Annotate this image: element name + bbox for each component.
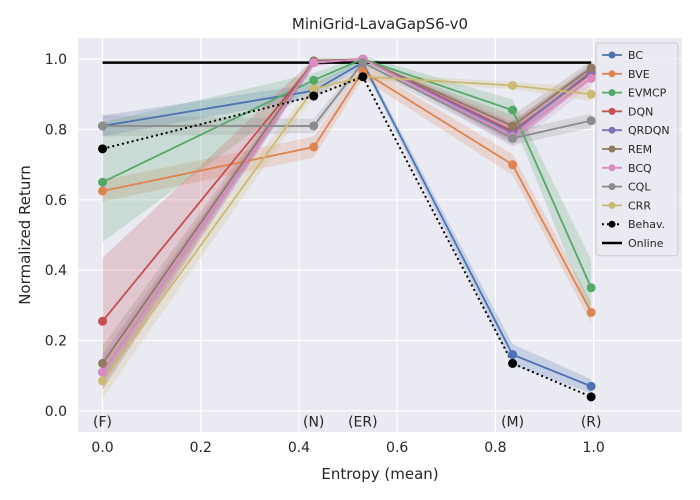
annotations: (F) (N) (ER) (M) (R) <box>93 414 601 430</box>
y-axis-label: Normalized Return <box>16 165 34 305</box>
point-bc <box>508 350 518 360</box>
band-rem <box>102 57 592 381</box>
x-tick-label: 0.2 <box>190 440 212 456</box>
legend-label: Behav. <box>628 218 665 231</box>
legend-label: CQL <box>628 181 651 194</box>
point-rem <box>98 358 108 368</box>
point-rem <box>508 121 518 131</box>
legend-marker <box>608 51 616 59</box>
x-tick-label: 1.0 <box>582 440 604 456</box>
legend: BC BVE EVMCP DQN QRDQN REM BCQ CQL CRR Behav. Onli… <box>595 42 679 257</box>
legend-marker <box>608 107 616 115</box>
point-behav <box>508 358 518 368</box>
point-cql <box>358 58 368 68</box>
legend-label: BCQ <box>628 162 652 175</box>
point-behav <box>309 91 319 101</box>
annotation: (ER) <box>348 414 378 430</box>
point-crr <box>309 84 319 94</box>
legend-marker <box>608 126 616 134</box>
tick-labels: 0.0 0.2 0.4 0.6 0.8 1.0 0.0 0.2 0.4 0.6 0.8 1.0 <box>45 52 605 456</box>
point-cql <box>98 121 108 131</box>
point-cql <box>586 116 596 126</box>
plot-background <box>78 38 682 432</box>
band-bc <box>102 59 592 394</box>
legend-marker <box>608 220 616 228</box>
point-bc <box>586 381 596 391</box>
point-crr <box>586 89 596 99</box>
y-tick-label: 0.8 <box>45 122 67 138</box>
point-evmcp <box>309 75 319 85</box>
legend-box <box>595 42 679 257</box>
legend-label: DQN <box>628 105 653 118</box>
point-behav <box>98 144 108 154</box>
point-bcq <box>98 367 108 377</box>
x-tick-label: 0.4 <box>288 440 310 456</box>
point-bve <box>586 307 596 317</box>
point-cql <box>309 121 319 131</box>
point-evmcp <box>508 105 518 115</box>
point-rem <box>586 63 596 73</box>
annotation: (N) <box>303 414 324 430</box>
point-bcq <box>309 58 319 68</box>
point-crr <box>508 80 518 90</box>
annotation: (F) <box>93 414 112 430</box>
chart-title: MiniGrid-LavaGapS6-v0 <box>292 15 468 33</box>
legend-label: CRR <box>628 199 651 212</box>
point-dqn <box>98 316 108 326</box>
legend-marker <box>608 70 616 78</box>
legend-marker <box>608 183 616 191</box>
legend-marker <box>608 89 616 97</box>
annotation: (R) <box>581 414 602 430</box>
point-bve <box>309 142 319 152</box>
x-tick-label: 0.6 <box>386 440 408 456</box>
point-bcq <box>586 73 596 83</box>
legend-label: BC <box>628 49 643 62</box>
y-tick-label: 0.6 <box>45 193 67 209</box>
point-evmcp <box>586 283 596 293</box>
point-behav <box>586 392 596 402</box>
y-tick-label: 1.0 <box>45 52 67 68</box>
legend-marker <box>608 145 616 153</box>
legend-label: QRDQN <box>628 124 670 137</box>
band-bve <box>102 64 592 323</box>
legend-label: EVMCP <box>628 87 667 100</box>
y-tick-label: 0.4 <box>45 263 67 279</box>
grid <box>78 38 682 432</box>
y-tick-label: 0.2 <box>45 334 67 350</box>
point-bve <box>98 186 108 196</box>
x-axis-label: Entropy (mean) <box>321 465 438 483</box>
legend-label: BVE <box>628 68 650 81</box>
point-crr <box>98 376 108 386</box>
x-tick-label: 0.0 <box>91 440 113 456</box>
legend-label: REM <box>628 143 652 156</box>
band-evmcp <box>102 55 592 316</box>
series-markers <box>98 54 596 402</box>
band-dqn <box>102 59 592 385</box>
point-bve <box>508 160 518 170</box>
x-tick-label: 0.8 <box>484 440 506 456</box>
band-crr <box>102 73 592 399</box>
point-evmcp <box>98 177 108 187</box>
legend-marker <box>608 164 616 172</box>
point-cql <box>508 133 518 143</box>
y-tick-label: 0.0 <box>45 404 67 420</box>
point-behav <box>358 72 368 82</box>
legend-marker <box>608 201 616 209</box>
legend-label: Online <box>628 237 664 250</box>
annotation: (M) <box>501 414 524 430</box>
